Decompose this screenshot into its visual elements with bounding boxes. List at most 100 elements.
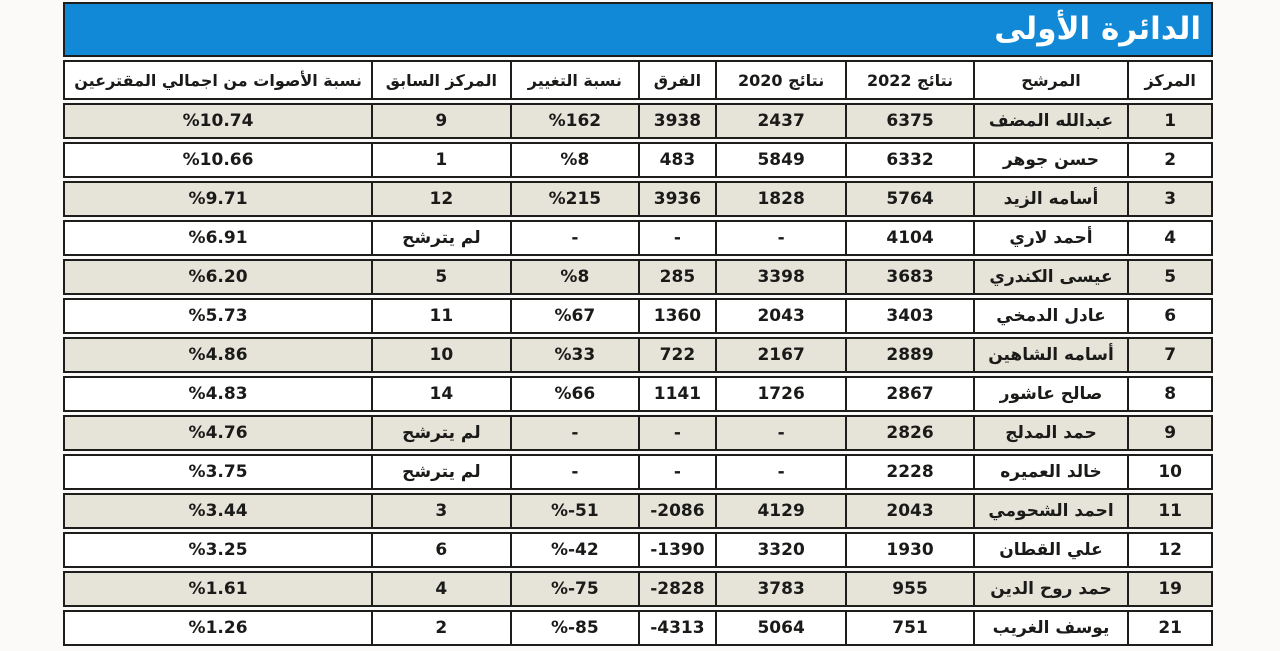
cell-r2020: 5849	[714, 144, 846, 176]
cell-value: -	[777, 423, 785, 443]
cell-candidate: حسن جوهر	[972, 144, 1128, 176]
cell-candidate: عبدالله المضف	[972, 105, 1128, 137]
column-header-votes: نسبة الأصوات من اجمالي المقترعين	[65, 62, 371, 98]
cell-value: 4129	[757, 501, 805, 521]
cell-change: %67	[509, 300, 638, 332]
cell-value: %5.73	[188, 306, 248, 326]
cell-change: %-51	[509, 495, 638, 527]
column-header-r2022: نتائج 2022	[845, 62, 972, 98]
candidate-name: علي القطان	[999, 540, 1103, 560]
cell-diff: 1360	[638, 300, 715, 332]
candidate-name: عادل الدمخي	[996, 306, 1106, 326]
cell-candidate: أسامه الشاهين	[972, 339, 1128, 371]
cell-votes: %10.66	[65, 144, 371, 176]
cell-value: 19	[1158, 579, 1183, 599]
cell-value: لم يترشح	[402, 423, 481, 443]
cell-prev: لم يترشح	[371, 222, 510, 254]
cell-votes: %4.83	[65, 378, 371, 410]
cell-value: 285	[659, 267, 696, 287]
cell-r2020: 1726	[714, 378, 846, 410]
cell-value: %66	[554, 384, 596, 404]
column-header-diff: الفرق	[638, 62, 715, 98]
column-header-r2020: نتائج 2020	[714, 62, 846, 98]
cell-value: 3	[1164, 189, 1177, 209]
cell-votes: %1.61	[65, 573, 371, 605]
cell-value: 2228	[886, 462, 934, 482]
cell-votes: %4.76	[65, 417, 371, 449]
cell-rank: 21	[1127, 612, 1211, 644]
cell-votes: %9.71	[65, 183, 371, 215]
cell-prev: 10	[371, 339, 510, 371]
cell-value: 3398	[757, 267, 805, 287]
cell-candidate: أحمد لاري	[972, 222, 1128, 254]
cell-diff: -2086	[638, 495, 715, 527]
cell-value: 2826	[886, 423, 934, 443]
cell-change: %8	[509, 261, 638, 293]
cell-rank: 10	[1127, 456, 1211, 488]
cell-value: -	[673, 462, 681, 482]
cell-value: 6	[1164, 306, 1177, 326]
cell-change: %-85	[509, 612, 638, 644]
cell-value: %-42	[550, 540, 599, 560]
cell-r2022: 751	[845, 612, 972, 644]
cell-rank: 7	[1127, 339, 1211, 371]
cell-value: 722	[659, 345, 696, 365]
cell-diff: -2828	[638, 573, 715, 605]
table-header-row: المركز المرشح نتائج 2022 نتائج 2020 الفرق نسب…	[63, 60, 1213, 100]
cell-prev: لم يترشح	[371, 456, 510, 488]
cell-value: -	[777, 228, 785, 248]
cell-value: %-75	[550, 579, 599, 599]
table-row: 9 حمد المدلج 2826 - - - لم يترشح %4.76	[63, 415, 1213, 451]
cell-votes: %3.75	[65, 456, 371, 488]
cell-value: 2043	[757, 306, 805, 326]
column-header-label: الفرق	[653, 70, 702, 90]
cell-value: %4.86	[188, 345, 248, 365]
cell-value: 6332	[886, 150, 934, 170]
cell-value: 5	[435, 267, 448, 287]
cell-value: 2867	[886, 384, 934, 404]
cell-rank: 8	[1127, 378, 1211, 410]
cell-value: -4313	[650, 618, 705, 638]
cell-rank: 6	[1127, 300, 1211, 332]
table-row: 4 أحمد لاري 4104 - - - لم يترشح %6.91	[63, 220, 1213, 256]
cell-r2020: 3783	[714, 573, 846, 605]
cell-value: 4	[435, 579, 448, 599]
candidate-name: احمد الشحومي	[988, 501, 1114, 521]
table-row: 1 عبدالله المضف 6375 2437 3938 %162 9 %10.74	[63, 103, 1213, 139]
cell-r2020: 2043	[714, 300, 846, 332]
cell-value: 5064	[757, 618, 805, 638]
cell-candidate: احمد الشحومي	[972, 495, 1128, 527]
cell-value: 11	[429, 306, 454, 326]
table-row: 2 حسن جوهر 6332 5849 483 %8 1 %10.66	[63, 142, 1213, 178]
cell-rank: 4	[1127, 222, 1211, 254]
table-body: 1 عبدالله المضف 6375 2437 3938 %162 9 %10.74 2 حس…	[63, 103, 1213, 646]
candidate-name: عبدالله المضف	[988, 111, 1114, 131]
cell-rank: 5	[1127, 261, 1211, 293]
cell-value: 4	[1164, 228, 1177, 248]
cell-value: 5	[1164, 267, 1177, 287]
cell-change: -	[509, 417, 638, 449]
cell-r2020: 2167	[714, 339, 846, 371]
cell-value: %6.91	[188, 228, 248, 248]
cell-value: 3320	[757, 540, 805, 560]
cell-r2022: 1930	[845, 534, 972, 566]
cell-prev: 9	[371, 105, 510, 137]
cell-r2022: 4104	[845, 222, 972, 254]
cell-value: %215	[548, 189, 602, 209]
table-row: 7 أسامه الشاهين 2889 2167 722 %33 10 %4.86	[63, 337, 1213, 373]
candidate-name: عيسى الكندري	[989, 267, 1113, 287]
cell-value: 1930	[886, 540, 934, 560]
cell-diff: -	[638, 456, 715, 488]
table-row: 19 حمد روح الدين 955 3783 -2828 %-75 4 %1.61	[63, 571, 1213, 607]
cell-value: 5849	[757, 150, 805, 170]
column-header-change: نسبة التغيير	[509, 62, 638, 98]
cell-value: %9.71	[188, 189, 248, 209]
cell-r2020: 1828	[714, 183, 846, 215]
cell-r2020: -	[714, 222, 846, 254]
candidate-name: يوسف الغريب	[992, 618, 1110, 638]
cell-prev: 3	[371, 495, 510, 527]
column-header-label: المركز السابق	[385, 70, 497, 90]
cell-value: %3.75	[188, 462, 248, 482]
cell-r2022: 3683	[845, 261, 972, 293]
